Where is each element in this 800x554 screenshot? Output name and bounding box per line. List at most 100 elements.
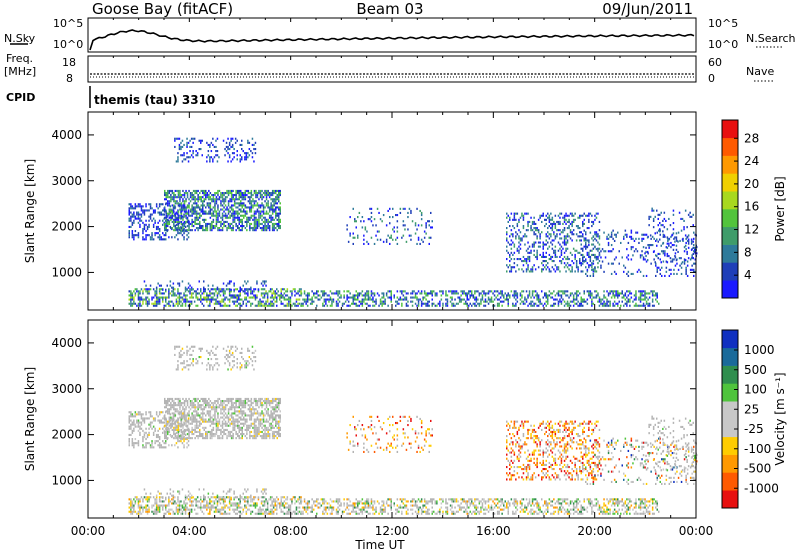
power-cell (276, 218, 278, 221)
power-cell (604, 302, 607, 305)
power-cell (542, 268, 544, 271)
velocity-cell (186, 508, 188, 511)
velocity-cell (364, 500, 367, 503)
power-cell (202, 212, 204, 215)
power-cell (600, 302, 602, 305)
power-cell (205, 196, 207, 199)
power-cell (218, 229, 221, 232)
power-cell (295, 304, 298, 307)
power-cell (519, 231, 522, 234)
power-cell (130, 217, 132, 220)
velocity-cell (357, 502, 359, 505)
velocity-cell (274, 508, 276, 511)
power-cell (163, 238, 165, 241)
power-cell (185, 220, 187, 223)
velocity-cell (276, 512, 278, 515)
power-cell (227, 210, 230, 213)
power-cell (417, 236, 420, 239)
power-cell (650, 244, 652, 247)
power-cell (171, 198, 174, 201)
power-cell (298, 290, 301, 293)
power-cell (215, 214, 218, 217)
power-cell (171, 210, 174, 213)
velocity-cell (463, 510, 465, 513)
power-cell (586, 290, 589, 293)
velocity-cell (442, 500, 444, 503)
power-cell (316, 304, 318, 307)
power-cell (683, 219, 685, 222)
power-cell (237, 206, 239, 209)
power-cell (659, 268, 661, 271)
power-cell (445, 294, 447, 297)
power-cell (557, 300, 560, 303)
velocity-cell (279, 502, 281, 505)
power-cell (490, 298, 493, 301)
power-cell (202, 192, 204, 195)
power-cell (693, 237, 695, 240)
power-cell (175, 300, 178, 303)
power-cell (341, 304, 344, 307)
power-cell (556, 233, 558, 236)
power-cell (189, 200, 192, 203)
power-cell (551, 216, 554, 219)
power-cell (582, 214, 584, 217)
power-cell (591, 302, 593, 305)
power-cell (131, 294, 134, 297)
power-cell (275, 227, 277, 230)
power-cell (323, 304, 326, 307)
velocity-cell (355, 502, 357, 505)
power-cell (553, 239, 555, 242)
power-cell (544, 218, 546, 221)
power-cell (279, 212, 281, 215)
power-cell (645, 274, 648, 277)
power-cell (178, 298, 181, 301)
power-cell (548, 220, 551, 223)
velocity-cell (134, 500, 137, 503)
power-cell (298, 302, 301, 305)
power-cell (668, 217, 670, 220)
power-cell (343, 302, 345, 305)
power-cell (238, 220, 240, 223)
velocity-cell (338, 504, 341, 507)
power-cell (177, 227, 180, 230)
power-cell (583, 222, 585, 225)
power-cell (241, 288, 243, 291)
power-cell (544, 266, 546, 269)
velocity-cell (332, 500, 335, 503)
velocity-cell (151, 504, 153, 507)
power-cell (686, 274, 689, 277)
power-cell (224, 198, 227, 201)
power-cell (162, 213, 164, 216)
power-cell (174, 194, 177, 197)
power-cell (180, 229, 183, 232)
power-cell (237, 214, 239, 217)
power-cell (417, 238, 420, 241)
power-cell (134, 234, 137, 237)
power-cell (684, 259, 687, 262)
power-cell (364, 228, 367, 231)
velocity-cell (158, 508, 161, 511)
power-cell (542, 253, 544, 256)
power-cell (258, 192, 260, 195)
power-cell (533, 233, 535, 236)
velocity-cell (364, 502, 367, 505)
power-cell (223, 225, 225, 228)
power-cell (592, 270, 595, 273)
power-cell (594, 268, 596, 271)
power-cell (645, 300, 648, 303)
velocity-cell (306, 504, 309, 507)
power-cell (387, 290, 389, 293)
power-cell (311, 300, 313, 303)
velocity-cell (181, 512, 184, 515)
power-cell (496, 304, 499, 307)
power-cell (357, 234, 359, 237)
power-cell (136, 290, 138, 293)
velocity-cell (128, 506, 130, 509)
velocity-cell (168, 498, 170, 501)
velocity-cell (139, 500, 141, 503)
power-cell (276, 202, 278, 205)
power-cell (182, 229, 184, 232)
power-cell (404, 298, 406, 301)
velocity-cell (162, 504, 164, 507)
power-cell (451, 296, 453, 299)
